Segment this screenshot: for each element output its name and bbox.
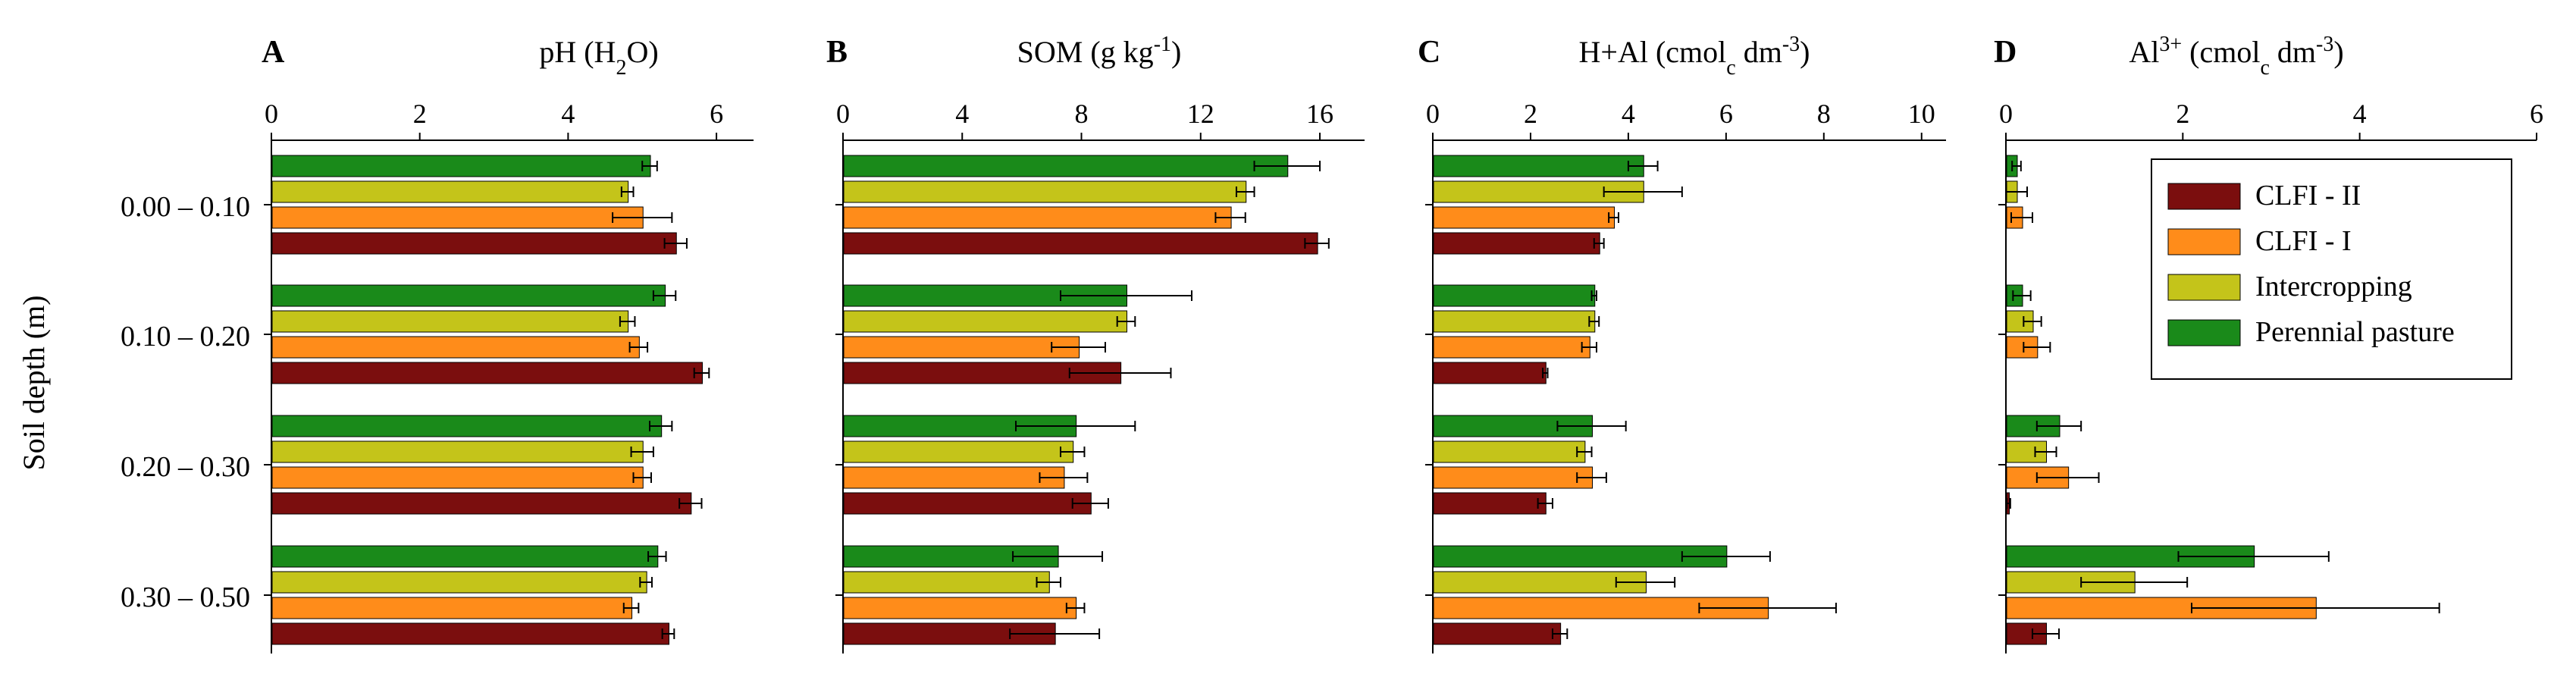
bar (271, 466, 644, 489)
bar (271, 155, 651, 177)
x-tick-label: 16 (1306, 99, 1333, 129)
panel-title: SOM (g kg-1) (1017, 33, 1182, 70)
x-tick-label: 8 (1817, 99, 1831, 129)
bar (271, 232, 677, 255)
bar (271, 622, 669, 645)
x-tick-label: 6 (2530, 99, 2543, 129)
bar (271, 571, 647, 594)
bar (271, 336, 640, 359)
legend-swatch (2167, 274, 2241, 301)
bar (271, 284, 666, 307)
bar (843, 597, 1077, 619)
depth-label: 0.30 – 0.50 (121, 581, 250, 613)
bar (843, 310, 1127, 333)
bar (1433, 336, 1590, 359)
bar (1433, 545, 1728, 568)
depth-label: 0.10 – 0.20 (121, 321, 250, 353)
x-tick-label: 8 (1075, 99, 1089, 129)
x-tick-label: 2 (413, 99, 427, 129)
legend-swatch (2167, 319, 2241, 346)
x-tick-label: 10 (1908, 99, 1935, 129)
panel-letter: A (262, 35, 285, 70)
x-tick-label: 12 (1187, 99, 1214, 129)
legend-swatch (2167, 228, 2241, 255)
panel-title: Al3+ (cmolc dm-3) (2129, 33, 2343, 80)
bar (843, 466, 1065, 489)
x-tick-label: 2 (1524, 99, 1537, 129)
bar (1433, 492, 1547, 515)
x-tick-label: 6 (710, 99, 723, 129)
legend-label: Perennial pasture (2255, 316, 2455, 348)
bar (1433, 440, 1586, 463)
panel-letter: B (826, 35, 848, 70)
bar (1433, 232, 1600, 255)
bar (843, 336, 1080, 359)
bar (1433, 466, 1594, 489)
bar (843, 155, 1289, 177)
x-tick-label: 4 (2353, 99, 2367, 129)
x-tick-label: 4 (561, 99, 575, 129)
bar (1433, 284, 1596, 307)
depth-label: 0.20 – 0.30 (121, 451, 250, 483)
bar (1433, 622, 1562, 645)
bar (271, 362, 704, 384)
panel-D: D Al3+ (cmolc dm-3) 0 2 4 6 (1994, 33, 2543, 653)
bar (271, 180, 629, 203)
x-tick-label: 4 (1622, 99, 1635, 129)
x-tick-label: 0 (1999, 99, 2013, 129)
bar (843, 492, 1092, 515)
legend-label: CLFI - I (2255, 225, 2352, 257)
bar (1433, 310, 1596, 333)
bar (1433, 206, 1615, 229)
x-tick-label: 0 (836, 99, 850, 129)
panel-title: H+Al (cmolc dm-3) (1579, 33, 1810, 80)
legend: CLFI - II CLFI - I Intercropping Perennial … (2151, 158, 2512, 380)
depth-label: 0.00 – 0.10 (121, 191, 250, 223)
legend-label: CLFI - II (2255, 180, 2361, 212)
bar (843, 206, 1232, 229)
panel-letter: D (1994, 35, 2017, 70)
y-axis-label: Soil depth (m) (17, 295, 51, 470)
bar (843, 232, 1318, 255)
bar (843, 180, 1247, 203)
bar (271, 492, 692, 515)
bar (271, 206, 644, 229)
legend-label: Intercropping (2255, 271, 2412, 302)
bar (271, 597, 633, 619)
bar (271, 310, 629, 333)
panel-C: C H+Al (cmolc dm-3) 0 2 4 6 8 10 (1418, 33, 1946, 653)
bar (271, 440, 644, 463)
bar (843, 571, 1050, 594)
bar (1433, 571, 1647, 594)
legend-swatch (2167, 183, 2241, 210)
panel-letter: C (1418, 35, 1440, 70)
panel-title: pH (H2O) (539, 35, 658, 80)
depth-labels: 0.00 – 0.10 0.10 – 0.20 0.20 – 0.30 0.30 – … (121, 191, 250, 613)
x-tick-label: 4 (955, 99, 969, 129)
bar (843, 440, 1074, 463)
x-tick-label: 0 (1426, 99, 1440, 129)
bar (271, 545, 659, 568)
x-tick-label: 6 (1719, 99, 1733, 129)
panel-B: B SOM (g kg-1) 0 4 8 12 16 (826, 33, 1365, 653)
bar (1433, 362, 1547, 384)
bar (271, 415, 663, 437)
bar (1433, 155, 1644, 177)
x-tick-label: 2 (2176, 99, 2189, 129)
x-tick-label: 0 (265, 99, 278, 129)
